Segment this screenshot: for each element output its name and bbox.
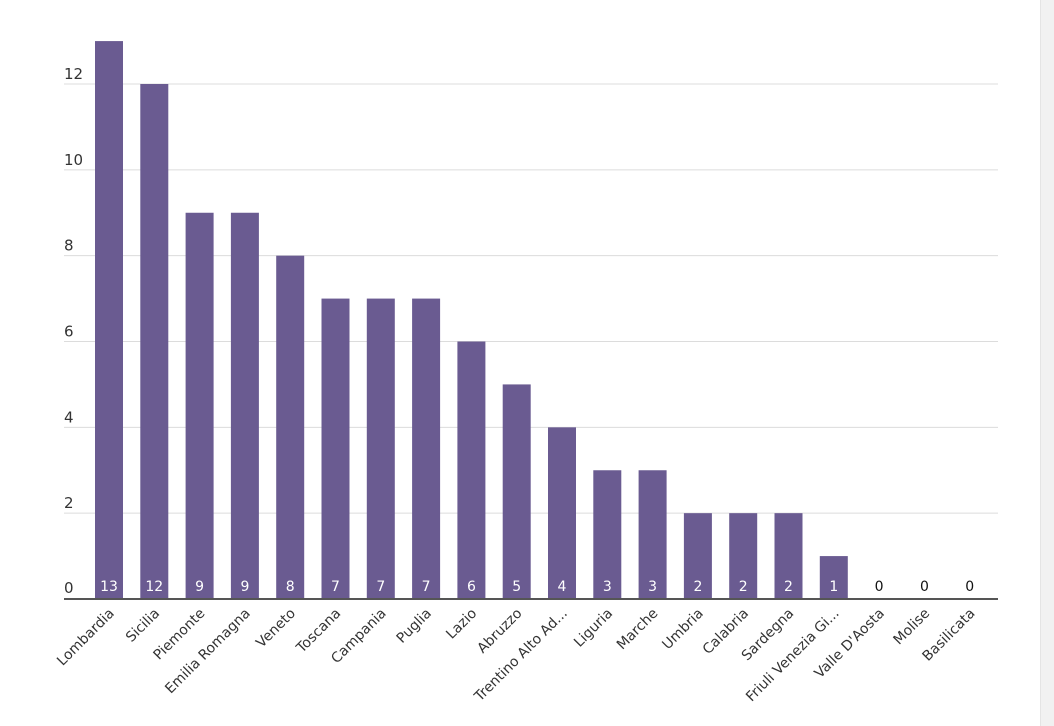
bar-value-label: 7 — [331, 579, 340, 595]
x-tick-label: Molise — [891, 606, 934, 649]
bar-value-label: 2 — [693, 579, 702, 595]
bar — [412, 298, 441, 599]
bar-value-label: 1 — [829, 579, 838, 595]
bar-value-label: 8 — [286, 579, 295, 595]
bar-value-label: 9 — [240, 579, 249, 595]
bar — [774, 513, 803, 599]
x-tick-label: Veneto — [253, 606, 299, 652]
scrollbar[interactable] — [1040, 0, 1054, 726]
y-tick-label: 0 — [64, 579, 74, 597]
bar-value-label: 6 — [467, 579, 476, 595]
bar — [95, 41, 123, 600]
bar — [276, 255, 305, 599]
y-tick-label: 2 — [64, 494, 74, 512]
bar-value-label: 0 — [875, 579, 884, 595]
bar — [819, 556, 848, 599]
bar-value-label: 2 — [784, 579, 793, 595]
bar-value-label: 9 — [195, 579, 204, 595]
y-tick-label: 6 — [64, 323, 74, 341]
data-labels: 13 12 9 9 8 7 7 7 6 5 4 3 3 2 2 2 1 0 0 0 — [100, 579, 974, 595]
bar — [638, 470, 667, 599]
bar — [230, 212, 259, 599]
bar — [321, 298, 350, 599]
y-tick-label: 12 — [64, 65, 83, 83]
bars — [95, 41, 848, 600]
bar — [185, 212, 214, 599]
y-tick-label: 10 — [64, 151, 83, 169]
bar-value-label: 4 — [558, 579, 567, 595]
bar — [457, 341, 486, 599]
bar — [729, 513, 758, 599]
x-tick-label: Liguria — [571, 606, 616, 651]
bar — [548, 427, 576, 599]
x-tick-label: Lazio — [443, 606, 480, 643]
bar-value-label: 3 — [603, 579, 612, 595]
bar-value-label: 2 — [739, 579, 748, 595]
bar — [593, 470, 622, 599]
bar-value-label: 5 — [512, 579, 521, 595]
x-tick-label: Emilia Romagna — [162, 606, 254, 698]
x-tick-label: Sicilia — [123, 606, 163, 646]
y-tick-label: 8 — [64, 237, 74, 255]
bar-value-label: 13 — [100, 579, 118, 595]
x-tick-label: Lombardia — [54, 606, 118, 670]
bar-value-label: 3 — [648, 579, 657, 595]
x-tick-label: Puglia — [394, 606, 435, 647]
gridlines — [64, 83, 998, 514]
bar-value-label: 12 — [145, 579, 163, 595]
bar-value-label: 7 — [376, 579, 385, 595]
bar-value-label: 0 — [965, 579, 974, 595]
bar-value-label: 7 — [422, 579, 431, 595]
bar — [366, 298, 395, 599]
y-axis: 0 2 4 6 8 10 12 — [64, 65, 83, 597]
y-tick-label: 4 — [64, 408, 74, 426]
bar — [502, 384, 531, 599]
bar — [683, 513, 712, 599]
bar — [140, 84, 169, 599]
bar-value-label: 0 — [920, 579, 929, 595]
x-tick-label: Marche — [614, 606, 662, 654]
